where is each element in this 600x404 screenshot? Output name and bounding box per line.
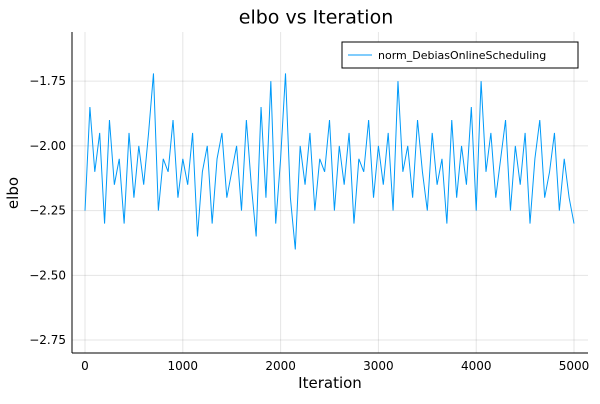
x-tick-label: 0 — [81, 359, 89, 373]
x-tick-label: 1000 — [168, 359, 199, 373]
series-line — [84, 73, 575, 250]
x-axis-label: Iteration — [298, 374, 362, 392]
y-axis-label: elbo — [4, 177, 22, 209]
y-tick-label: −2.00 — [29, 139, 66, 153]
x-tick-label: 5000 — [559, 359, 590, 373]
x-tick-label: 2000 — [265, 359, 296, 373]
y-tick-label: −1.75 — [29, 74, 66, 88]
chart-title: elbo vs Iteration — [239, 7, 393, 29]
legend-box — [341, 41, 579, 69]
x-tick-label: 3000 — [363, 359, 394, 373]
y-tick-label: −2.50 — [29, 268, 66, 282]
y-tick-label: −2.25 — [29, 204, 66, 218]
legend-label: norm_DebiasOnlineScheduling — [378, 49, 546, 62]
y-tick-label: −2.75 — [29, 333, 66, 347]
x-tick-label: 4000 — [461, 359, 492, 373]
